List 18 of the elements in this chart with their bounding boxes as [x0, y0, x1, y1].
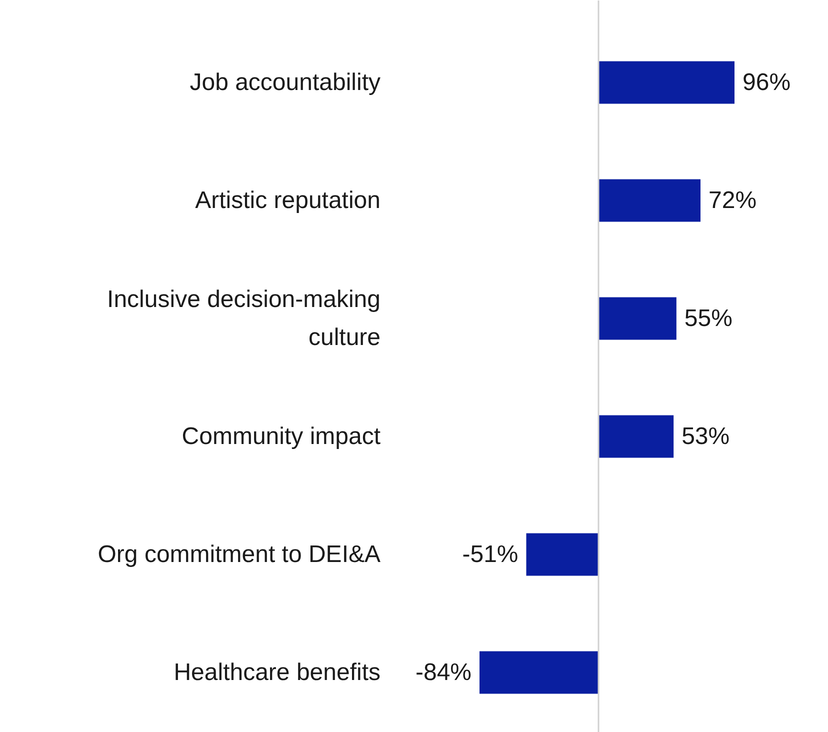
data-label: -51%: [462, 541, 518, 568]
data-label: 96%: [742, 69, 791, 96]
y-tick-label: Job accountability: [190, 69, 380, 96]
y-tick-label: Artistic reputation: [195, 187, 381, 214]
bar: [598, 179, 700, 222]
data-label: 72%: [708, 187, 757, 214]
data-label: 53%: [682, 423, 730, 450]
y-tick-label: Community impact: [182, 423, 381, 450]
bar: [598, 297, 676, 340]
y-tick-label: Org commitment to DEI&A: [98, 541, 381, 568]
bar: [480, 651, 598, 694]
y-tick-label: Healthcare benefits: [174, 659, 381, 686]
data-label: 55%: [684, 305, 732, 332]
bar: [526, 533, 598, 576]
data-label: -84%: [415, 659, 472, 686]
y-tick-label: Inclusive decision-making culture: [107, 286, 381, 351]
bar: [598, 415, 674, 458]
bar: [598, 61, 734, 104]
